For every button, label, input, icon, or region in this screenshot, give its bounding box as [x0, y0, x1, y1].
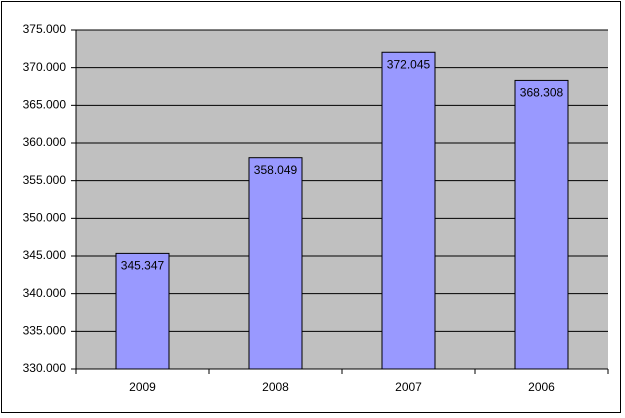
y-tick-label: 335.000: [23, 324, 67, 338]
x-tick-label: 2008: [262, 380, 289, 394]
data-label: 358.049: [254, 163, 298, 177]
y-tick-label: 345.000: [23, 248, 67, 262]
bar: [381, 51, 436, 370]
y-tick-label: 340.000: [23, 286, 67, 300]
data-label: 372.045: [387, 57, 431, 71]
y-tick-label: 370.000: [23, 60, 67, 74]
bar: [248, 157, 303, 370]
y-tick-label: 365.000: [23, 98, 67, 112]
data-label: 368.308: [520, 86, 564, 100]
x-tick-label: 2009: [129, 380, 156, 394]
y-tick-label: 375.000: [23, 22, 67, 36]
y-tick-label: 360.000: [23, 135, 67, 149]
y-tick-label: 330.000: [23, 361, 67, 375]
bar: [115, 252, 170, 370]
x-tick-label: 2006: [528, 380, 555, 394]
data-label: 345.347: [121, 259, 165, 273]
bar: [514, 79, 569, 370]
y-tick-label: 350.000: [23, 211, 67, 225]
x-tick-label: 2007: [395, 380, 422, 394]
y-tick-label: 355.000: [23, 173, 67, 187]
